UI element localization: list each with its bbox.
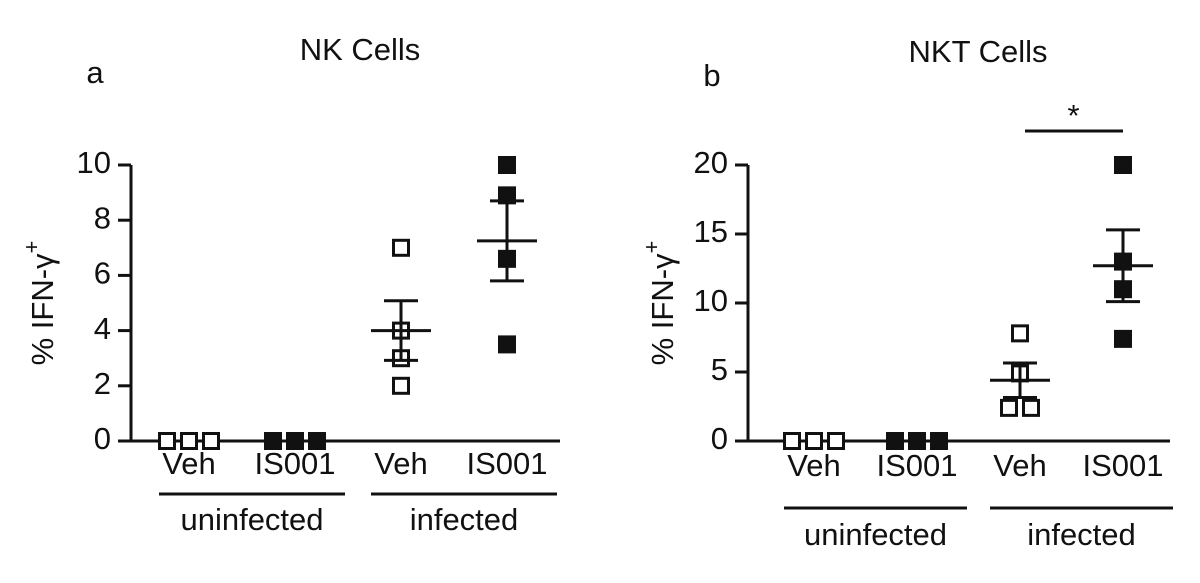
significance-label: * xyxy=(1067,98,1079,133)
group-label: uninfected xyxy=(804,517,947,552)
open-point xyxy=(805,432,823,450)
x-category-label: IS001 xyxy=(466,446,547,481)
open-point xyxy=(1000,398,1018,417)
filled-point xyxy=(1114,329,1132,348)
open-point xyxy=(158,432,176,450)
y-tick-label: 0 xyxy=(711,421,728,456)
y-tick-label: 5 xyxy=(711,352,728,387)
filled-point xyxy=(930,432,948,450)
y-axis-label: % IFN-γ+ xyxy=(19,241,60,366)
y-tick-label: 10 xyxy=(77,145,111,180)
filled-point xyxy=(908,432,926,450)
panel-label: b xyxy=(703,58,720,93)
open-point xyxy=(1022,398,1040,417)
open-point xyxy=(180,432,198,450)
x-category-label: Veh xyxy=(162,446,215,481)
open-point xyxy=(783,432,801,450)
x-category-label: IS001 xyxy=(1082,448,1163,483)
y-axis-label-text: % IFN-γ xyxy=(25,253,60,365)
y-tick-label: 6 xyxy=(94,256,111,291)
x-category-label: IS001 xyxy=(254,446,335,481)
filled-point xyxy=(498,156,516,174)
group-label: uninfected xyxy=(180,502,323,537)
y-tick-label: 4 xyxy=(94,311,111,346)
x-category-label: Veh xyxy=(374,446,427,481)
y-tick-label: 8 xyxy=(94,200,111,235)
open-point xyxy=(392,376,410,395)
filled-point xyxy=(264,432,282,450)
filled-point xyxy=(286,432,304,450)
filled-point xyxy=(1114,156,1132,174)
x-category-label: Veh xyxy=(787,448,840,483)
group-label: infected xyxy=(1027,517,1136,552)
x-category-label: IS001 xyxy=(876,448,957,483)
filled-point xyxy=(498,335,516,354)
open-point xyxy=(202,432,220,450)
filled-point xyxy=(886,432,904,450)
y-axis-label-sup: + xyxy=(639,241,664,254)
y-tick-label: 2 xyxy=(94,366,111,401)
y-tick-label: 15 xyxy=(694,214,728,249)
chart-title: NK Cells xyxy=(300,32,421,67)
y-axis-label-text: % IFN-γ xyxy=(645,253,680,365)
y-tick-label: 0 xyxy=(94,421,111,456)
filled-point xyxy=(308,432,326,450)
y-tick-label: 10 xyxy=(694,283,728,318)
y-tick-label: 20 xyxy=(694,145,728,180)
open-point xyxy=(827,432,845,450)
y-axis-label: % IFN-γ+ xyxy=(639,241,680,366)
chart-title: NKT Cells xyxy=(909,34,1048,69)
panel-label: a xyxy=(86,55,104,90)
x-category-label: Veh xyxy=(993,448,1046,483)
open-point xyxy=(1011,324,1029,343)
y-axis-label-sup: + xyxy=(19,241,44,254)
group-label: infected xyxy=(410,502,519,537)
open-point xyxy=(392,238,410,257)
